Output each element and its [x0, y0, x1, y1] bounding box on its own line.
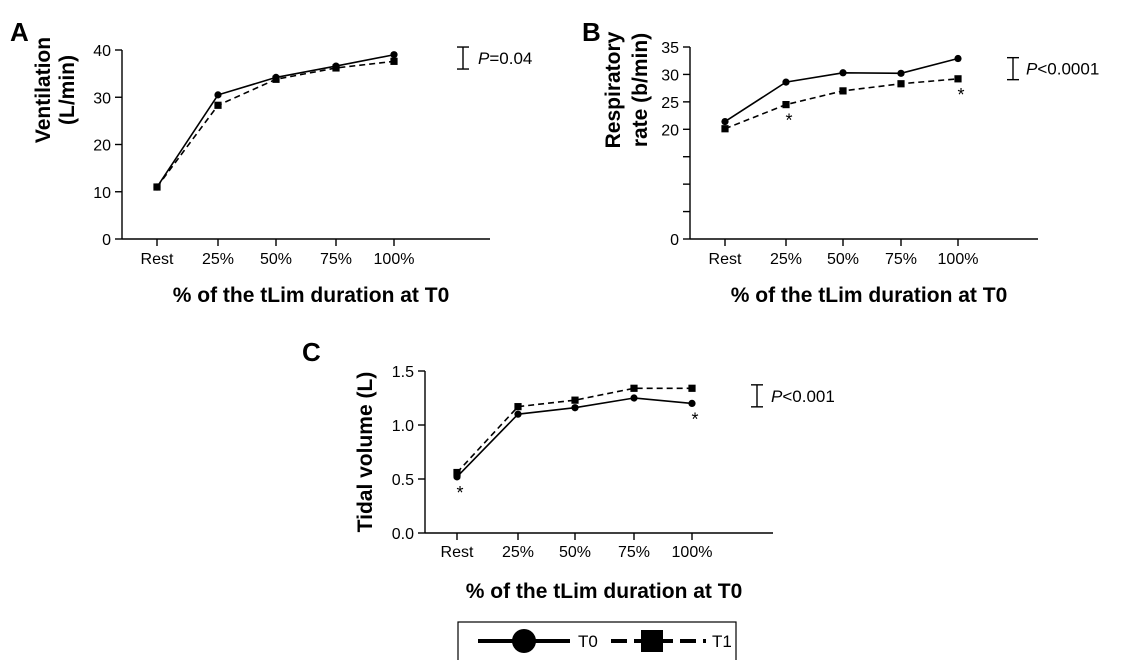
- x-tick-label: 75%: [885, 251, 917, 268]
- y-tick-label: 0: [102, 232, 111, 249]
- y-tick-label: 0: [670, 232, 679, 249]
- series-line-t1: [724, 78, 959, 130]
- x-axis-title: % of the tLim duration at T0: [466, 580, 743, 603]
- x-tick-label: 25%: [770, 251, 802, 268]
- x-tick-label: Rest: [709, 251, 742, 268]
- data-point-t0: [214, 91, 222, 99]
- y-tick-label: 30: [93, 90, 111, 107]
- data-point-t0: [954, 54, 962, 63]
- x-tick-label: 100%: [938, 251, 979, 268]
- y-axis-title: (L/min): [56, 55, 79, 125]
- y-tick-label: 0.0: [392, 526, 414, 543]
- x-tick-label: 50%: [827, 251, 859, 268]
- y-axis-title: Tidal volume (L): [354, 372, 377, 533]
- p-value-text: <0.001: [782, 387, 834, 406]
- x-tick-label: Rest: [141, 251, 174, 268]
- x-tick-label: 25%: [202, 251, 234, 268]
- data-point-t0: [571, 404, 579, 412]
- data-point-t0: [897, 69, 905, 77]
- data-point-t1: [514, 403, 522, 411]
- y-tick-label: 20: [661, 122, 679, 139]
- y-tick-label: 35: [661, 40, 679, 57]
- data-point-t0: [514, 410, 522, 418]
- data-point-t1: [153, 183, 161, 191]
- x-tick-label: 100%: [374, 251, 415, 268]
- x-tick-label: 75%: [618, 544, 650, 561]
- tidal-volume-chart: 0.0 0.5 1.0 1.5 Rest 25% 50% 75% 100% % of the tL…: [354, 364, 835, 603]
- legend-t1-marker: [641, 630, 663, 652]
- y-tick-label: 10: [93, 185, 111, 202]
- y-axis-title: Respiratory: [602, 31, 625, 148]
- p-value-label: P=0.04: [478, 49, 532, 68]
- panel-letter-b: B: [582, 17, 601, 47]
- data-point-t1: [453, 468, 461, 477]
- data-point-t0: [688, 399, 696, 407]
- panel-letter-c: C: [302, 337, 321, 367]
- y-tick-label: 20: [93, 138, 111, 155]
- y-tick-label: 1.5: [392, 364, 414, 381]
- y-tick-label: 25: [661, 95, 679, 112]
- p-value-label: P<0.0001: [1026, 60, 1099, 79]
- significance-asterisk: *: [785, 111, 792, 131]
- data-point-t1: [954, 75, 962, 83]
- p-value-symbol: P: [1026, 60, 1038, 79]
- x-tick-label: 75%: [320, 251, 352, 268]
- data-point-t1: [571, 396, 579, 404]
- legend-t1-label: T1: [712, 632, 732, 651]
- data-point-t1: [782, 101, 790, 109]
- y-axis-title: rate (b/min): [629, 33, 652, 147]
- data-point-t0: [390, 51, 398, 59]
- p-value-symbol: P: [478, 49, 490, 68]
- x-tick-label: Rest: [441, 544, 474, 561]
- y-tick-label: 1.0: [392, 418, 414, 435]
- y-tick-label: 30: [661, 67, 679, 84]
- ventilation-chart: 0 10 20 30 40 Rest 25% 50% 75% 100% % of the tLim …: [32, 37, 532, 307]
- legend: T0 T1: [457, 621, 737, 660]
- p-value-symbol: P: [771, 387, 783, 406]
- data-point-t0: [782, 78, 790, 86]
- x-axis-title: % of the tLim duration at T0: [731, 284, 1008, 307]
- x-tick-label: 50%: [260, 251, 292, 268]
- p-value-text: =0.04: [489, 49, 532, 68]
- data-point-t1: [688, 384, 696, 392]
- data-point-t1: [897, 80, 905, 88]
- x-tick-label: 50%: [559, 544, 591, 561]
- x-axis-title: % of the tLim duration at T0: [173, 284, 450, 307]
- legend-t0-marker: [512, 629, 536, 653]
- data-point-t1: [390, 57, 398, 65]
- significance-asterisk: *: [456, 483, 463, 503]
- p-value-label: P<0.001: [771, 387, 835, 406]
- p-value-text: <0.0001: [1037, 60, 1099, 79]
- data-point-t1: [839, 87, 847, 95]
- y-tick-label: 40: [93, 43, 111, 60]
- data-point-t1: [214, 101, 222, 109]
- data-point-t1: [630, 384, 638, 392]
- data-point-t0: [630, 394, 638, 402]
- y-axis-title: Ventilation: [32, 37, 55, 143]
- respiratory-rate-chart: 0 20 25 30 35 Rest 25% 50% 75% 100% % of the tLim …: [602, 31, 1099, 307]
- significance-asterisk: *: [691, 409, 698, 429]
- data-point-t1: [332, 64, 340, 72]
- legend-t0-label: T0: [578, 632, 598, 651]
- x-tick-label: 100%: [672, 544, 713, 561]
- data-point-t1: [272, 75, 280, 83]
- panel-letter-a: A: [10, 17, 29, 47]
- x-tick-label: 25%: [502, 544, 534, 561]
- data-point-t0: [721, 118, 729, 126]
- data-point-t1: [721, 125, 729, 133]
- data-point-t0: [839, 69, 847, 77]
- significance-asterisk: *: [957, 85, 964, 105]
- y-tick-label: 0.5: [392, 472, 414, 489]
